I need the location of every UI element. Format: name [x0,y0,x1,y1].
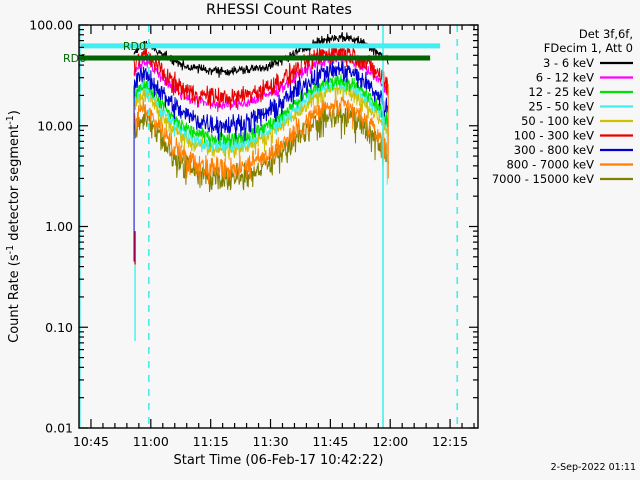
x-tick-label: 11:00 [133,434,169,449]
legend-item[interactable]: 50 - 100 keV [521,114,633,128]
legend-item[interactable]: 6 - 12 keV [536,71,633,85]
series-line [133,95,389,185]
series-line [133,74,389,154]
legend-item-label: 300 - 800 keV [514,143,594,157]
annotation-layer: RD0 RD6 [63,40,441,65]
legend-item[interactable]: 100 - 300 keV [514,129,633,143]
legend-header-decimation: FDecim 1, Att 0 [544,41,633,55]
series-line [133,104,389,192]
annotation-label-rd6: RD6 [63,52,86,65]
legend-item-label: 50 - 100 keV [521,114,594,128]
y-tick-label: 0.01 [45,421,73,436]
legend-item-label: 12 - 25 keV [528,85,594,99]
y-tick-label: 100.00 [29,18,73,33]
series-line [133,74,389,148]
y-tick-label: 0.10 [45,320,73,335]
x-axis-label: Start Time (06-Feb-17 10:42:22) [174,453,384,468]
legend-item-label: 3 - 6 keV [543,56,594,70]
series-layer [133,32,389,342]
page-title: RHESSI Count Rates [206,2,352,18]
legend-item-label: 25 - 50 keV [528,100,594,114]
legend-item[interactable]: 800 - 7000 keV [506,158,633,172]
legend-item[interactable]: 7000 - 15000 keV [492,172,633,186]
x-tick-label: 12:00 [372,434,408,449]
x-tick-label: 11:30 [253,434,289,449]
x-tick-label: 11:15 [193,434,229,449]
series-line [133,56,389,142]
legend-item[interactable]: 3 - 6 keV [543,56,633,70]
legend-item[interactable]: 25 - 50 keV [528,100,633,114]
x-tick-label: 11:45 [312,434,348,449]
svg-text:Count Rate (s-1 detector segme: Count Rate (s-1 detector segment-1) [5,110,23,343]
legend-item[interactable]: 12 - 25 keV [528,85,633,99]
x-tick-label: 12:15 [432,434,468,449]
series-line [133,32,389,78]
annotation-label-rd0: RD0 [123,40,146,53]
y-tick-label: 1.00 [45,219,73,234]
legend-item-label: 800 - 7000 keV [506,158,594,172]
y-tick-label: 10.00 [37,118,73,133]
x-tick-label: 10:45 [73,434,109,449]
legend-item-label: 6 - 12 keV [536,71,594,85]
generation-timestamp: 2-Sep-2022 01:11 [551,462,636,473]
legend-item-label: 7000 - 15000 keV [492,172,594,186]
y-axis-label: Count Rate (s-1 detector segment-1) [5,110,23,343]
legend-item-label: 100 - 300 keV [514,129,594,143]
legend-header-detectors: Det 3f,6f, [579,27,633,41]
legend-item[interactable]: 300 - 800 keV [514,143,633,157]
